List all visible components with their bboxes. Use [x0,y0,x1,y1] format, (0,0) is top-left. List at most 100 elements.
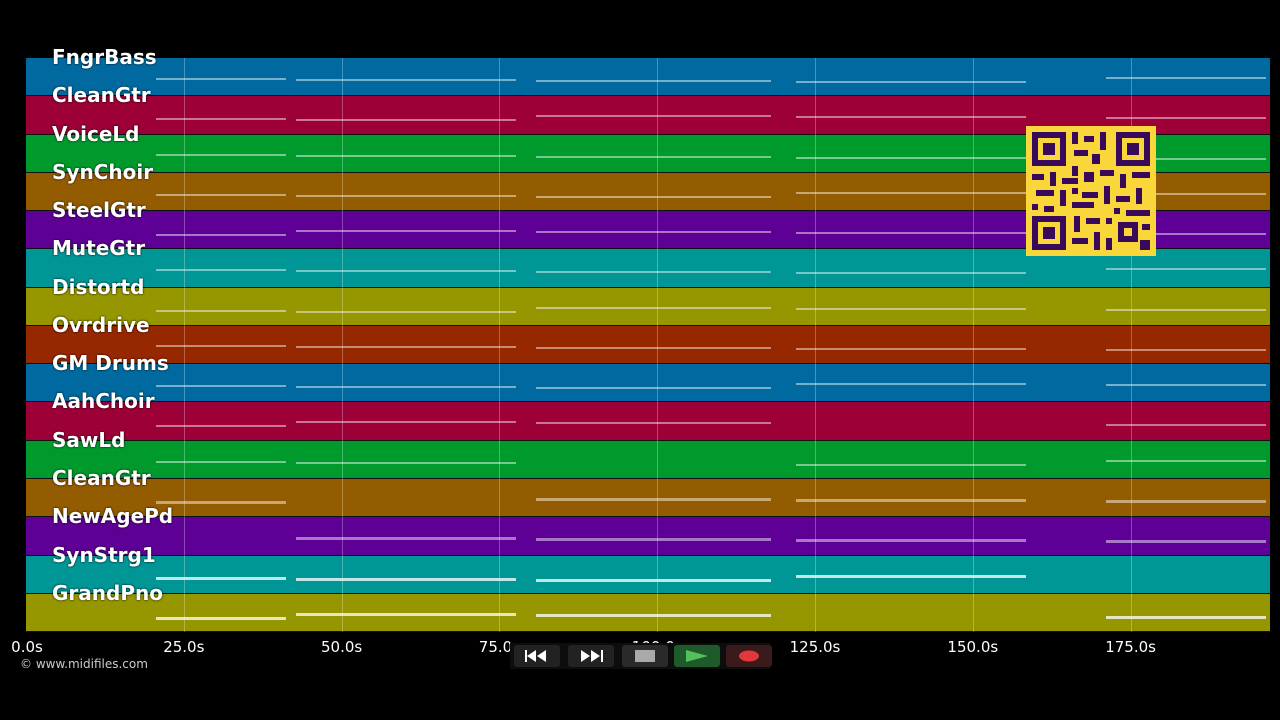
note-streak [156,118,286,121]
transport-controls [510,643,772,669]
track-label: SynChoir [52,159,154,184]
play-icon [686,650,708,662]
note-streak [1106,233,1266,236]
note-streak [156,193,286,196]
track-label: GM Drums [52,351,169,376]
note-streak [1106,117,1266,120]
track-row[interactable] [26,287,1270,326]
note-streak [536,195,771,198]
record-icon [739,650,759,662]
note-streak [296,154,516,157]
note-streak [796,463,1026,466]
grid-line [1130,58,1132,632]
note-streak [156,460,286,463]
note-streak [796,191,1026,194]
track-label: CleanGtr [52,83,151,108]
note-streak [796,232,1026,235]
note-streak [296,310,516,313]
track-label: CleanGtr [52,465,151,490]
track-row[interactable] [26,478,1270,518]
track-label: Distortd [52,274,145,299]
note-streak [536,155,771,158]
note-streak [796,81,1026,84]
note-streak [536,115,771,118]
fast-forward-icon [581,650,603,662]
rewind-icon [525,650,546,662]
record-button[interactable] [726,645,772,667]
track-row[interactable] [26,325,1270,365]
track-row[interactable] [26,58,1270,97]
note-streak [296,119,516,122]
note-streak [796,307,1026,310]
note-streak [1106,500,1266,504]
track-label: MuteGtr [52,236,146,261]
note-streak [1106,459,1266,462]
time-tick-label: 50.0s [320,638,363,656]
qr-code-icon [1032,132,1150,250]
track-row[interactable] [26,440,1270,479]
note-streak [296,612,516,616]
track-label: Ovrdrive [52,312,150,337]
track-row[interactable] [26,364,1270,403]
time-tick-label: 125.0s [789,638,841,656]
time-tick-label: 25.0s [163,638,205,656]
note-streak [796,383,1026,386]
track-row[interactable] [26,555,1270,594]
note-streak [536,538,771,542]
note-streak [296,421,516,424]
note-streak [796,272,1026,275]
note-streak [796,156,1026,159]
note-streak [536,422,771,425]
stop-button[interactable] [622,645,668,667]
track-row[interactable] [26,402,1270,441]
grid-line [815,58,816,632]
note-streak [796,574,1026,578]
note-streak [156,269,286,272]
note-streak [1106,157,1266,160]
note-streak [536,498,771,502]
copyright-text: © www.midifiles.com [20,657,148,671]
note-streak [156,616,286,620]
note-streak [536,613,771,617]
time-tick-label: 175.0s [1105,638,1156,656]
note-streak [1106,348,1266,351]
time-tick-label: 75.0s [478,638,520,656]
note-streak [156,425,286,428]
fast-forward-button[interactable] [568,645,614,667]
track-row[interactable] [26,593,1270,633]
note-streak [296,79,516,82]
time-tick-label: 0.0s [11,638,43,656]
note-streak [1106,540,1266,544]
time-tick-label: 150.0s [947,638,999,656]
note-streak [536,80,771,83]
note-streak [1106,615,1266,619]
note-streak [156,234,286,237]
grid-line [657,58,659,632]
rewind-button[interactable] [514,645,560,667]
note-streak [536,346,771,349]
note-streak [156,385,286,388]
track-label: NewAgePd [52,504,174,529]
note-streak [536,387,771,390]
note-streak [536,306,771,309]
track-row[interactable] [26,517,1270,556]
note-streak [156,78,286,81]
play-button[interactable] [674,645,720,667]
note-streak [296,345,516,348]
note-streak [156,309,286,312]
note-streak [296,230,516,233]
track-label: SynStrg1 [52,542,156,567]
note-streak [796,347,1026,350]
note-streak [796,499,1026,503]
note-streak [156,153,286,156]
note-streak [1106,268,1266,271]
note-streak [1106,192,1266,195]
note-streak [796,539,1026,543]
note-streak [296,386,516,389]
note-streak [796,116,1026,119]
note-streak [296,577,516,581]
note-streak [1106,77,1266,80]
note-streak [156,344,286,347]
track-label: VoiceLd [52,121,140,146]
note-streak [536,271,771,274]
